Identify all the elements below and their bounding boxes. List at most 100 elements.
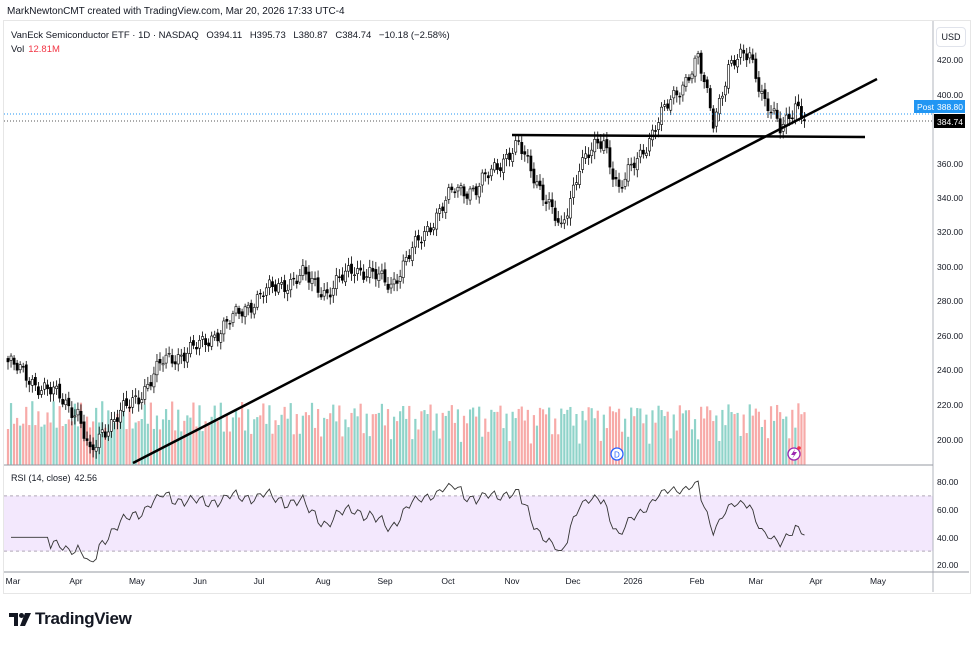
volume-bar <box>569 406 572 465</box>
volume-bar <box>624 418 627 465</box>
volume-bar <box>684 410 688 465</box>
rsi-band <box>4 495 933 552</box>
candle-body <box>58 383 62 399</box>
volume-bar <box>426 414 429 465</box>
volume-bar <box>438 438 441 465</box>
volume-bar <box>435 413 438 465</box>
candle-body <box>61 398 65 405</box>
volume-bar <box>584 420 587 465</box>
volume-bar <box>283 406 286 465</box>
volume-bar <box>478 406 481 465</box>
candle-body <box>277 283 280 293</box>
candle-body <box>748 52 752 59</box>
candle-body <box>258 292 262 295</box>
volume-bar <box>95 407 98 465</box>
volume-legend[interactable]: Vol 12.81M <box>11 44 60 55</box>
volume-bar <box>687 410 691 465</box>
candle-body <box>526 155 530 157</box>
candle-body <box>12 357 16 365</box>
candle-body <box>754 58 758 79</box>
currency-button[interactable]: USD <box>936 27 966 47</box>
volume-bar <box>526 409 529 465</box>
candle-body <box>280 282 284 285</box>
candle-body <box>228 323 232 325</box>
volume-bar <box>736 412 739 465</box>
candle-body <box>161 363 165 366</box>
candle-body <box>49 387 52 395</box>
candle-body <box>444 200 448 213</box>
volume-bar <box>292 434 295 465</box>
candle-body <box>556 218 560 223</box>
volume-bar <box>441 412 444 465</box>
candle-body <box>584 153 588 159</box>
time-tick: Dec <box>565 576 581 586</box>
volume-bar <box>253 419 256 465</box>
candle-body <box>15 362 19 371</box>
tradingview-logo[interactable]: TradingView <box>9 609 132 629</box>
volume-bar <box>25 406 28 465</box>
volume-bar <box>392 416 396 465</box>
volume-bar <box>234 410 238 465</box>
candle-body <box>225 319 229 322</box>
dividend-marker[interactable] <box>610 447 624 461</box>
candle-body <box>106 431 110 437</box>
volume-bar <box>739 435 742 465</box>
candle-body <box>368 267 372 278</box>
candle-body <box>413 236 417 248</box>
candle-body <box>67 397 71 407</box>
candle-body <box>167 353 171 355</box>
candle-body <box>219 333 223 343</box>
candle-body <box>657 122 660 130</box>
time-tick: Nov <box>504 576 520 586</box>
volume-bar <box>320 436 323 465</box>
volume-bar <box>514 418 517 465</box>
candle-body <box>705 79 709 89</box>
candle-body <box>340 274 344 281</box>
price-tick: 400.00 <box>937 90 963 100</box>
volume-bar <box>274 420 277 465</box>
volume-bar <box>772 420 776 465</box>
volume-bar <box>125 429 128 465</box>
candle-body <box>216 332 220 342</box>
volume-bar <box>55 427 58 465</box>
volume-bar <box>462 415 466 465</box>
candle-body <box>644 152 648 156</box>
volume-bar <box>800 414 803 465</box>
horizontal-trendline[interactable] <box>511 133 866 139</box>
volume-bar <box>171 401 174 465</box>
candle-body <box>362 271 366 280</box>
rsi-legend[interactable]: RSI (14, close) 42.56 <box>11 473 97 483</box>
rising-trendline[interactable] <box>132 77 878 465</box>
candle-body <box>73 415 77 418</box>
volume-bar <box>104 427 107 465</box>
candle-body <box>599 141 603 149</box>
volume-bar <box>231 417 235 465</box>
candle-body <box>146 384 150 389</box>
volume-bar <box>329 413 332 465</box>
volume-bar <box>429 404 432 465</box>
volume-bar <box>560 408 563 465</box>
candle-body <box>331 287 335 296</box>
volume-bar <box>237 417 241 465</box>
symbol-legend[interactable]: VanEck Semiconductor ETF · 1D · NASDAQ O… <box>11 30 455 41</box>
volume-bar <box>417 429 420 465</box>
candle-body <box>626 164 630 182</box>
volume-bar <box>681 413 684 465</box>
candle-body <box>760 91 764 94</box>
candle-body <box>663 104 667 107</box>
volume-bar <box>222 431 225 465</box>
candle-body <box>204 338 208 346</box>
candle-body <box>638 149 642 158</box>
candle-body <box>508 152 512 160</box>
volume-bar <box>605 428 608 465</box>
volume-bar <box>599 440 602 465</box>
candle-body <box>261 295 265 297</box>
volume-bar <box>380 403 384 465</box>
candle-body <box>468 188 472 201</box>
volume-bar <box>529 443 532 465</box>
candle-body <box>635 158 639 171</box>
volume-bar <box>563 413 566 465</box>
candle-body <box>511 153 515 162</box>
